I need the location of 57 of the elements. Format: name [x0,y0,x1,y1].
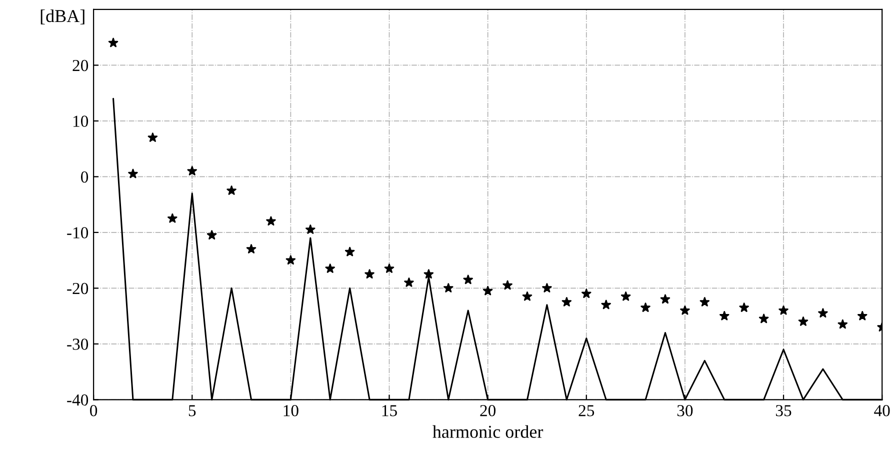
point [502,280,512,290]
y-tick-label: 20 [72,60,88,72]
point [404,278,414,287]
point [818,308,828,318]
point [522,291,532,301]
x-tick-label: 25 [578,405,594,416]
point [542,283,552,292]
point [344,246,355,256]
y-tick-label: -30 [67,338,88,350]
point [168,213,178,223]
point [206,230,217,240]
point [739,302,749,312]
point [246,244,256,254]
point [858,310,868,320]
point [384,264,394,273]
point [778,305,788,315]
x-tick-label: 10 [284,405,298,416]
point [680,305,690,315]
point [108,38,118,48]
y-tick-label: -20 [67,282,88,294]
point [306,224,316,234]
point [128,168,138,178]
point [226,186,236,195]
x-axis-title: harmonic order [432,425,544,438]
x-tick-label: 30 [677,405,693,416]
point [798,316,808,326]
x-tick-label: 15 [382,405,397,416]
x-tick-label: 35 [776,405,792,416]
point [187,166,197,176]
point [838,319,848,329]
point [640,302,650,312]
y-axis-title: [dBA] [40,9,84,24]
point [325,264,335,273]
y-tick-label: -10 [67,227,88,238]
x-tick-label: 5 [188,405,196,416]
point [463,274,473,284]
point [364,269,374,279]
point [700,297,710,306]
y-tick-label: 10 [73,116,88,127]
point [266,216,276,226]
point [720,310,730,320]
x-tick-label: 0 [90,405,98,416]
x-tick-label: 20 [480,405,496,416]
point [601,300,611,310]
point [582,288,592,298]
point [148,132,158,142]
point [660,294,670,304]
point [482,286,493,296]
y-tick-label: -40 [67,394,88,406]
point [620,291,631,301]
x-tick-label: 40 [874,405,890,416]
point [562,297,572,306]
point [286,255,296,265]
y-tick-label: 0 [80,171,88,183]
point [424,269,434,279]
point [444,283,454,292]
point [758,314,769,324]
